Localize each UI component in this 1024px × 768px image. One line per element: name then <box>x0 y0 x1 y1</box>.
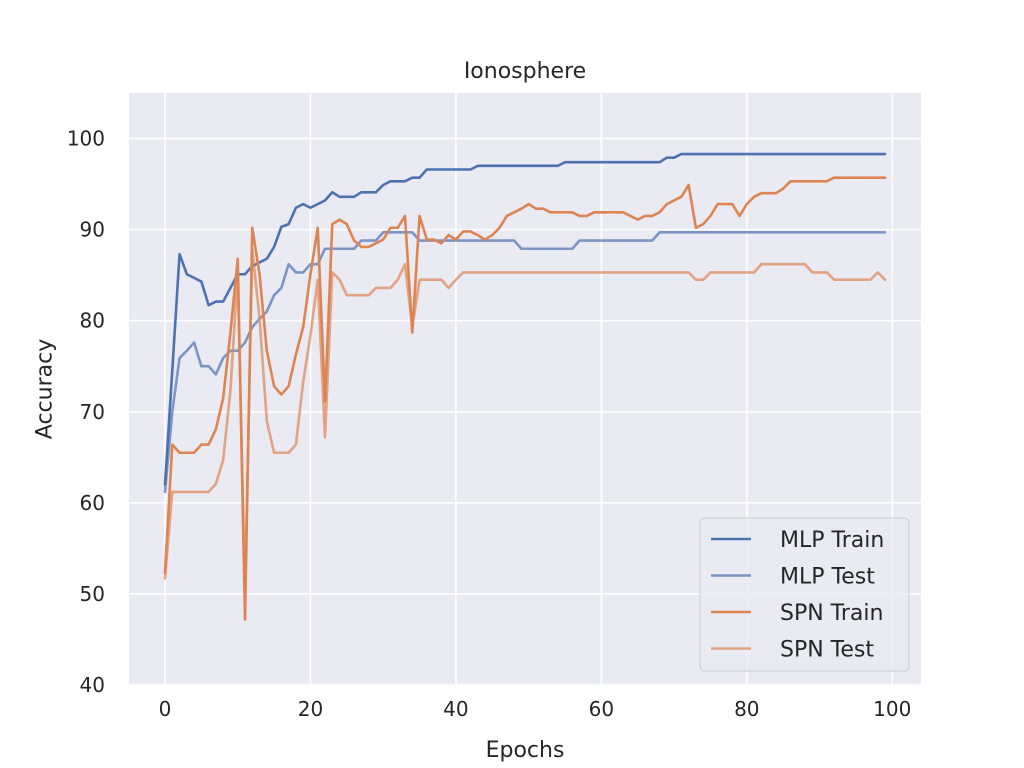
legend-label: MLP Train <box>780 528 884 553</box>
legend-label: SPN Test <box>780 638 874 663</box>
y-tick-label: 60 <box>80 491 105 515</box>
legend-box <box>699 517 910 672</box>
series-lines <box>163 152 887 621</box>
x-tick-label: 20 <box>298 697 323 721</box>
legend: MLP Train MLP Test SPN Train SPN Test <box>699 517 910 672</box>
x-tick-label: 100 <box>873 697 911 721</box>
x-axis-title: Epochs <box>486 738 565 763</box>
y-tick-label: 90 <box>80 218 105 242</box>
y-tick-label: 100 <box>67 127 105 151</box>
y-tick-label: 50 <box>80 582 105 606</box>
grid-lines <box>129 93 921 686</box>
y-tick-label: 40 <box>80 673 105 697</box>
y-tick-labels: 40 50 60 70 80 90 100 <box>67 127 105 697</box>
x-tick-label: 0 <box>159 697 172 721</box>
y-tick-label: 70 <box>80 400 105 424</box>
legend-label: SPN Train <box>780 601 883 626</box>
legend-label: MLP Test <box>780 565 875 590</box>
x-tick-label: 80 <box>734 697 759 721</box>
x-tick-labels: 0 20 40 60 80 100 <box>159 697 912 721</box>
x-tick-label: 60 <box>589 697 614 721</box>
series-line-2 <box>163 231 887 494</box>
series-line-1 <box>163 152 887 486</box>
x-tick-label: 40 <box>443 697 468 721</box>
series-line-3 <box>163 176 887 621</box>
y-axis-title: Accuracy <box>33 339 58 439</box>
series-line-4 <box>163 247 887 596</box>
chart-title: Ionosphere <box>464 59 586 84</box>
y-tick-label: 80 <box>80 309 105 333</box>
